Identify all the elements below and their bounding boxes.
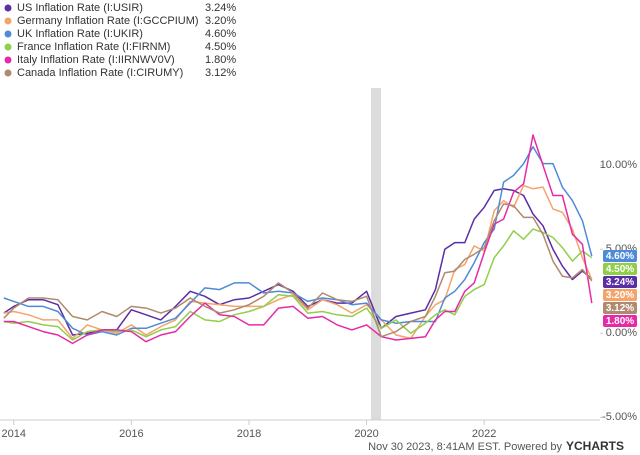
series-line xyxy=(3,146,593,336)
x-tick-label: 2016 xyxy=(119,428,143,440)
y-tick-label: -5.00% xyxy=(602,411,637,423)
series-line xyxy=(3,228,593,341)
legend-label: Germany Inflation Rate (I:GCCPIUM) xyxy=(17,15,199,27)
y-tick-label: 0.00% xyxy=(606,327,637,339)
legend-label: France Inflation Rate (I:FIRNM) xyxy=(17,41,170,53)
legend-marker xyxy=(4,43,12,51)
legend-marker xyxy=(4,30,12,38)
legend-marker xyxy=(4,56,12,64)
legend-value: 3.20% xyxy=(205,15,236,27)
legend-label: UK Inflation Rate (I:UKIR) xyxy=(17,28,143,40)
x-tick-label: 2018 xyxy=(237,428,261,440)
legend-value: 4.50% xyxy=(205,41,236,53)
end-tag-label: 4.60% xyxy=(606,251,634,262)
legend: US Inflation Rate (I:USIR) 3.24% Germany I… xyxy=(4,2,236,79)
recession-band xyxy=(371,88,381,420)
legend-label: US Inflation Rate (I:USIR) xyxy=(17,2,143,14)
end-tag xyxy=(603,315,637,328)
legend-label: Canada Inflation Rate (I:CIRUMY) xyxy=(17,67,183,79)
footer: Nov 30 2023, 8:41AM EST. Powered by xyxy=(368,441,562,453)
end-tag-label: 3.12% xyxy=(606,303,634,314)
y-tick-label: 10.00% xyxy=(600,159,638,171)
end-tag xyxy=(603,263,637,276)
x-tick-label: 2020 xyxy=(354,428,378,440)
series-line xyxy=(3,188,593,336)
end-tag-label: 3.20% xyxy=(606,290,634,301)
end-tag xyxy=(603,250,637,263)
series-line xyxy=(3,184,593,340)
end-tag xyxy=(603,276,637,289)
end-tag-label: 4.50% xyxy=(606,264,634,275)
series-line xyxy=(3,203,593,338)
legend-label: Italy Inflation Rate (I:IIRNWV0V) xyxy=(17,54,175,66)
x-tick-label: 2022 xyxy=(472,428,496,440)
legend-value: 4.60% xyxy=(205,28,236,40)
legend-marker xyxy=(4,69,12,77)
x-tick-label: 2014 xyxy=(2,428,26,440)
legend-value: 1.80% xyxy=(205,54,236,66)
legend-value: 3.12% xyxy=(205,67,236,79)
end-tag-label: 1.80% xyxy=(606,316,634,327)
brand: YCHARTS xyxy=(566,439,624,453)
legend-marker xyxy=(4,4,12,12)
legend-value: 3.24% xyxy=(205,2,236,14)
end-tag xyxy=(603,302,637,315)
end-tag-label: 3.24% xyxy=(606,277,634,288)
series-line xyxy=(3,134,593,345)
end-tag xyxy=(603,289,637,302)
legend-marker xyxy=(4,17,12,25)
